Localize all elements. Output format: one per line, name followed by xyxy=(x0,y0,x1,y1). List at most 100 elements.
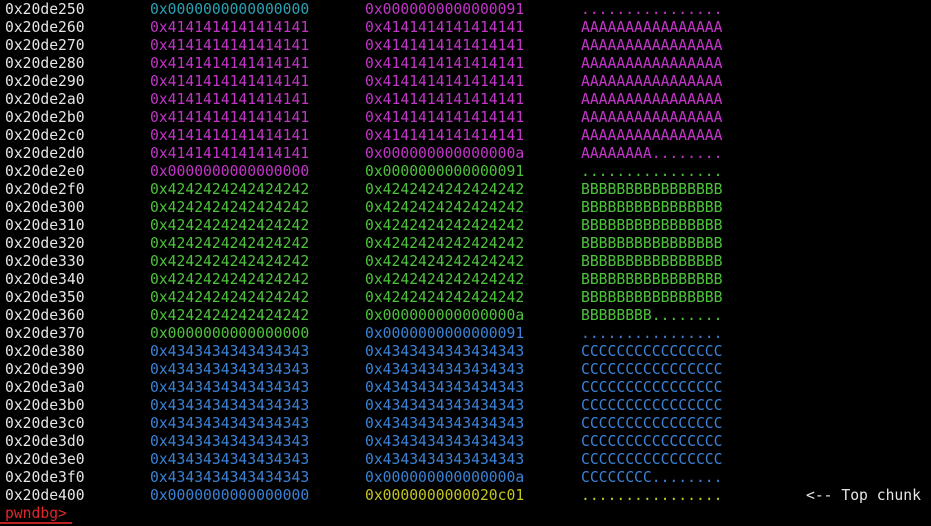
qword: 0x4242424242424242 xyxy=(365,235,525,252)
qword: 0x4242424242424242 xyxy=(150,271,310,288)
ascii: CCCCCCCCCCCCCCCC xyxy=(581,361,723,378)
ascii: BBBBBBBBBBBBBBBB xyxy=(581,217,723,234)
qword: 0x4343434343434343 xyxy=(365,397,525,414)
ascii: CCCCCCCC........ xyxy=(581,469,723,486)
ascii: AAAAAAAAAAAAAAAA xyxy=(581,37,723,54)
ascii: AAAAAAAAAAAAAAAA xyxy=(581,91,723,108)
qword: 0x4343434343434343 xyxy=(150,433,310,450)
ascii: BBBBBBBBBBBBBBBB xyxy=(581,181,723,198)
address: 0x20de3c0 xyxy=(5,415,85,432)
qword: 0x4242424242424242 xyxy=(365,253,525,270)
qword: 0x4343434343434343 xyxy=(150,415,310,432)
qword: 0x4242424242424242 xyxy=(150,253,310,270)
address: 0x20de2f0 xyxy=(5,181,85,198)
address: 0x20de2b0 xyxy=(5,109,85,126)
address: 0x20de270 xyxy=(5,37,85,54)
address: 0x20de250 xyxy=(5,1,85,18)
qword: 0x4141414141414141 xyxy=(150,127,310,144)
qword: 0x4242424242424242 xyxy=(150,181,310,198)
ascii: BBBBBBBBBBBBBBBB xyxy=(581,235,723,252)
address: 0x20de380 xyxy=(5,343,85,360)
qword: 0x0000000000000000 xyxy=(150,325,310,342)
qword: 0x4343434343434343 xyxy=(365,451,525,468)
qword: 0x4343434343434343 xyxy=(150,379,310,396)
ascii: ................ xyxy=(581,163,723,180)
qword: 0x4141414141414141 xyxy=(150,145,310,162)
address: 0x20de370 xyxy=(5,325,85,342)
ascii: CCCCCCCCCCCCCCCC xyxy=(581,343,723,360)
address: 0x20de3a0 xyxy=(5,379,85,396)
qword: 0x4242424242424242 xyxy=(150,289,310,306)
qword: 0x4141414141414141 xyxy=(365,19,525,36)
ascii: ................ xyxy=(581,1,723,18)
address: 0x20de350 xyxy=(5,289,85,306)
ascii: AAAAAAAA........ xyxy=(581,145,723,162)
qword: 0x4242424242424242 xyxy=(150,235,310,252)
qword: 0x4141414141414141 xyxy=(365,109,525,126)
ascii: ................ xyxy=(581,325,723,342)
qword: 0x4343434343434343 xyxy=(150,361,310,378)
ascii: CCCCCCCCCCCCCCCC xyxy=(581,415,723,432)
qword: 0x4141414141414141 xyxy=(365,37,525,54)
qword: 0x000000000000000a xyxy=(365,469,525,486)
ascii: BBBBBBBBBBBBBBBB xyxy=(581,289,723,306)
qword: 0x0000000000020c01 xyxy=(365,487,525,504)
address: 0x20de360 xyxy=(5,307,85,324)
ascii: BBBBBBBB........ xyxy=(581,307,723,324)
qword: 0x4141414141414141 xyxy=(150,91,310,108)
qword: 0x0000000000000000 xyxy=(150,487,310,504)
address: 0x20de2a0 xyxy=(5,91,85,108)
prompt: pwndbg> xyxy=(5,505,67,522)
ascii: AAAAAAAAAAAAAAAA xyxy=(581,127,723,144)
qword: 0x0000000000000000 xyxy=(150,1,310,18)
qword: 0x4141414141414141 xyxy=(150,55,310,72)
address: 0x20de400 xyxy=(5,487,85,504)
address: 0x20de280 xyxy=(5,55,85,72)
qword: 0x0000000000000091 xyxy=(365,163,525,180)
qword: 0x000000000000000a xyxy=(365,307,525,324)
qword: 0x4141414141414141 xyxy=(365,127,525,144)
qword: 0x4141414141414141 xyxy=(365,55,525,72)
ascii: BBBBBBBBBBBBBBBB xyxy=(581,253,723,270)
qword: 0x0000000000000091 xyxy=(365,1,525,18)
address: 0x20de330 xyxy=(5,253,85,270)
qword: 0x4242424242424242 xyxy=(365,217,525,234)
qword: 0x4242424242424242 xyxy=(365,271,525,288)
qword: 0x4141414141414141 xyxy=(150,19,310,36)
ascii: AAAAAAAAAAAAAAAA xyxy=(581,73,723,90)
qword: 0x4343434343434343 xyxy=(150,397,310,414)
ascii: BBBBBBBBBBBBBBBB xyxy=(581,199,723,216)
ascii: CCCCCCCCCCCCCCCC xyxy=(581,433,723,450)
ascii: AAAAAAAAAAAAAAAA xyxy=(581,55,723,72)
address: 0x20de2d0 xyxy=(5,145,85,162)
qword: 0x4343434343434343 xyxy=(365,361,525,378)
qword: 0x4242424242424242 xyxy=(150,217,310,234)
address: 0x20de3b0 xyxy=(5,397,85,414)
address: 0x20de300 xyxy=(5,199,85,216)
qword: 0x4242424242424242 xyxy=(365,181,525,198)
qword: 0x4343434343434343 xyxy=(150,451,310,468)
address: 0x20de340 xyxy=(5,271,85,288)
qword: 0x4242424242424242 xyxy=(150,199,310,216)
qword: 0x4343434343434343 xyxy=(365,343,525,360)
ascii: AAAAAAAAAAAAAAAA xyxy=(581,109,723,126)
ascii: CCCCCCCCCCCCCCCC xyxy=(581,397,723,414)
qword: 0x4242424242424242 xyxy=(365,289,525,306)
ascii: CCCCCCCCCCCCCCCC xyxy=(581,451,723,468)
qword: 0x4343434343434343 xyxy=(150,469,310,486)
prompt-underline xyxy=(0,522,72,524)
qword: 0x0000000000000091 xyxy=(365,325,525,342)
address: 0x20de260 xyxy=(5,19,85,36)
address: 0x20de2c0 xyxy=(5,127,85,144)
address: 0x20de2e0 xyxy=(5,163,85,180)
qword: 0x4141414141414141 xyxy=(150,37,310,54)
address: 0x20de3d0 xyxy=(5,433,85,450)
address: 0x20de290 xyxy=(5,73,85,90)
qword: 0x4141414141414141 xyxy=(365,73,525,90)
ascii: BBBBBBBBBBBBBBBB xyxy=(581,271,723,288)
qword: 0x4141414141414141 xyxy=(150,73,310,90)
qword: 0x4343434343434343 xyxy=(365,415,525,432)
